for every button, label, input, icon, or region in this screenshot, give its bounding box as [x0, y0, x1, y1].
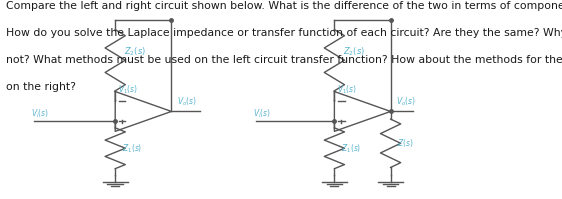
- Text: on the right?: on the right?: [6, 82, 75, 92]
- Text: $Z_1(s)$: $Z_1(s)$: [341, 142, 361, 154]
- Text: $Z_2(s)$: $Z_2(s)$: [343, 46, 365, 59]
- Text: $V_i(s)$: $V_i(s)$: [253, 107, 271, 120]
- Text: $V_i(s)$: $V_i(s)$: [31, 107, 49, 120]
- Text: $V_1(s)$: $V_1(s)$: [337, 83, 357, 96]
- Text: $Z_1(s)$: $Z_1(s)$: [122, 142, 142, 154]
- Text: $Z(s)$: $Z(s)$: [397, 137, 414, 149]
- Text: $V_1(s)$: $V_1(s)$: [118, 83, 138, 96]
- Text: Compare the left and right circuit shown below. What is the difference of the tw: Compare the left and right circuit shown…: [6, 1, 562, 11]
- Text: $V_o(s)$: $V_o(s)$: [177, 95, 197, 108]
- Text: How do you solve the Laplace impedance or transfer function of each circuit? Are: How do you solve the Laplace impedance o…: [6, 28, 562, 38]
- Text: $Z_2(s)$: $Z_2(s)$: [124, 46, 146, 59]
- Text: not? What methods must be used on the left circuit transfer function? How about : not? What methods must be used on the le…: [6, 55, 562, 65]
- Text: $V_o(s)$: $V_o(s)$: [396, 95, 416, 108]
